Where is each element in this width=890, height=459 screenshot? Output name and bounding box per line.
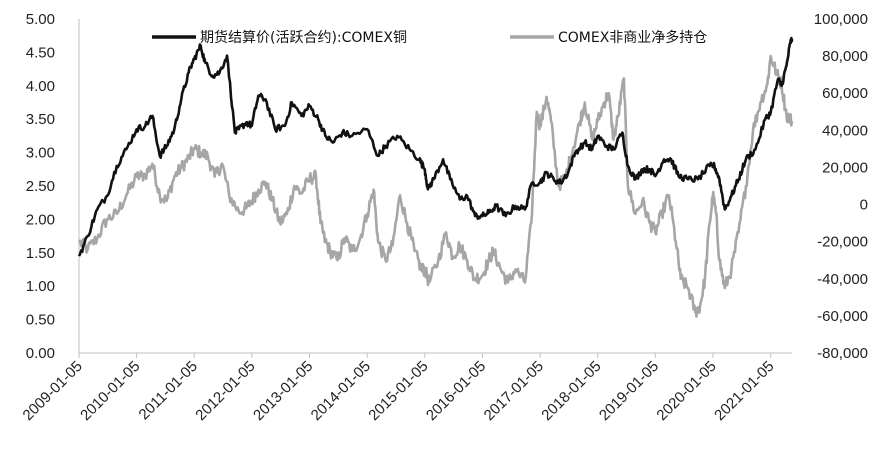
x-tick-label: 2021-01-05 [711,358,777,424]
x-tick-label: 2017-01-05 [481,358,547,424]
right-tick-label: -60,000 [817,308,868,325]
x-tick-label: 2009-01-05 [20,358,86,424]
x-tick-label: 2014-01-05 [308,358,374,424]
x-tick-label: 2010-01-05 [77,358,143,424]
series-line-net-long [78,54,794,318]
x-tick-labels: 2009-01-052010-01-052011-01-052012-01-05… [20,353,778,424]
right-tick-label: 20,000 [822,159,868,176]
left-tick-label: 4.50 [26,44,55,61]
series-line-copper-price [77,36,794,257]
right-tick-label: 0 [860,197,868,214]
right-tick-labels: -80,000 -60,000 -40,000 -20,000 0 20,000 40,00… [814,11,868,362]
right-tick-label: -80,000 [817,345,868,362]
right-tick-label: 60,000 [822,85,868,102]
left-tick-label: 3.50 [26,111,55,128]
left-tick-label: 3.00 [26,145,55,162]
left-tick-label: 4.00 [26,78,55,95]
series-layer [77,36,794,318]
left-tick-label: 0.00 [26,345,55,362]
x-tick-label: 2013-01-05 [250,358,316,424]
x-tick-label: 2015-01-05 [365,358,431,424]
left-tick-label: 1.50 [26,245,55,262]
legend-label-net-long: COMEX非商业净多持仓 [558,29,707,46]
x-tick-label: 2020-01-05 [653,358,719,424]
right-tick-label: 40,000 [822,122,868,139]
right-tick-label: -20,000 [817,234,868,251]
left-tick-labels: 0.00 0.50 1.00 1.50 2.00 2.50 3.00 3.50 4.00 4.50… [26,11,55,362]
x-tick-label: 2012-01-05 [192,358,258,424]
left-tick-label: 2.00 [26,211,55,228]
x-tick-label: 2016-01-05 [423,358,489,424]
legend-item-net-long: COMEX非商业净多持仓 [510,29,707,46]
legend-item-copper-price: 期货结算价(活跃合约):COMEX铜 [152,29,407,46]
legend: 期货结算价(活跃合约):COMEX铜 COMEX非商业净多持仓 [152,29,707,46]
left-tick-label: 2.50 [26,178,55,195]
x-tick-label: 2019-01-05 [596,358,662,424]
right-tick-label: -40,000 [817,271,868,288]
left-tick-label: 1.00 [26,278,55,295]
left-tick-label: 5.00 [26,11,55,28]
left-tick-label: 0.50 [26,312,55,329]
right-tick-label: 80,000 [822,48,868,65]
x-tick-label: 2018-01-05 [538,358,604,424]
legend-label-copper-price: 期货结算价(活跃合约):COMEX铜 [200,29,407,46]
right-tick-label: 100,000 [814,11,868,28]
x-tick-label: 2011-01-05 [136,358,201,423]
